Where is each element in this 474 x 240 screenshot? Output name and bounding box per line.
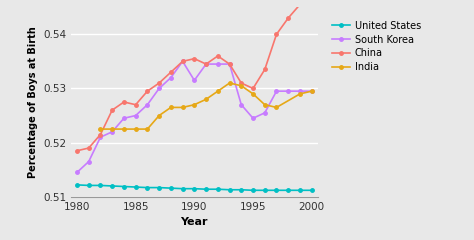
Y-axis label: Percentage of Boys at Birth: Percentage of Boys at Birth (27, 26, 37, 178)
South Korea (309, 90, 315, 93)
South Korea (297, 90, 303, 93)
South Korea (273, 90, 279, 93)
United States (121, 185, 127, 188)
United States (180, 187, 185, 190)
South Korea (74, 171, 80, 174)
China (215, 54, 221, 57)
South Korea (285, 90, 291, 93)
India (191, 103, 197, 106)
United States (238, 188, 244, 191)
United States (191, 187, 197, 190)
South Korea (250, 117, 256, 120)
China (156, 82, 162, 84)
South Korea (227, 63, 232, 66)
United States (74, 183, 80, 186)
United States (262, 189, 268, 192)
China (191, 57, 197, 60)
United States (133, 186, 138, 188)
United States (250, 189, 256, 192)
India (309, 90, 315, 93)
United States (203, 188, 209, 191)
India (98, 128, 103, 131)
India (297, 92, 303, 95)
South Korea (121, 117, 127, 120)
China (86, 147, 91, 150)
X-axis label: Year: Year (181, 217, 208, 227)
United States (273, 189, 279, 192)
South Korea (86, 160, 91, 163)
India (250, 92, 256, 95)
China (250, 87, 256, 90)
India (203, 98, 209, 101)
China (273, 33, 279, 36)
United States (297, 189, 303, 192)
United States (109, 185, 115, 187)
India (156, 114, 162, 117)
South Korea (168, 76, 173, 79)
United States (168, 187, 173, 190)
India (262, 103, 268, 106)
China (133, 103, 138, 106)
China (180, 60, 185, 63)
South Korea (191, 79, 197, 82)
China (145, 90, 150, 93)
United States (145, 186, 150, 189)
China (109, 109, 115, 112)
Line: United States: United States (75, 183, 313, 192)
United States (309, 189, 315, 192)
China (238, 82, 244, 84)
United States (215, 188, 221, 191)
China (227, 63, 232, 66)
China (297, 3, 303, 6)
India (238, 84, 244, 87)
South Korea (109, 130, 115, 133)
South Korea (180, 60, 185, 63)
Legend: United States, South Korea, China, India: United States, South Korea, China, India (328, 16, 426, 77)
South Korea (133, 114, 138, 117)
South Korea (203, 63, 209, 66)
South Korea (156, 87, 162, 90)
United States (156, 186, 162, 189)
India (273, 106, 279, 109)
India (215, 90, 221, 93)
United States (227, 188, 232, 191)
China (262, 68, 268, 71)
China (98, 133, 103, 136)
China (285, 17, 291, 19)
China (168, 71, 173, 74)
South Korea (215, 63, 221, 66)
China (121, 101, 127, 103)
United States (285, 189, 291, 192)
India (168, 106, 173, 109)
India (121, 128, 127, 131)
Line: China: China (75, 3, 313, 152)
United States (98, 184, 103, 187)
India (180, 106, 185, 109)
China (74, 149, 80, 152)
South Korea (238, 103, 244, 106)
South Korea (262, 111, 268, 114)
United States (86, 184, 91, 187)
India (109, 128, 115, 131)
India (145, 128, 150, 131)
India (227, 82, 232, 84)
Line: India: India (99, 81, 313, 131)
Line: South Korea: South Korea (75, 60, 313, 174)
India (133, 128, 138, 131)
China (203, 63, 209, 66)
South Korea (98, 136, 103, 139)
China (309, 3, 315, 6)
South Korea (145, 103, 150, 106)
